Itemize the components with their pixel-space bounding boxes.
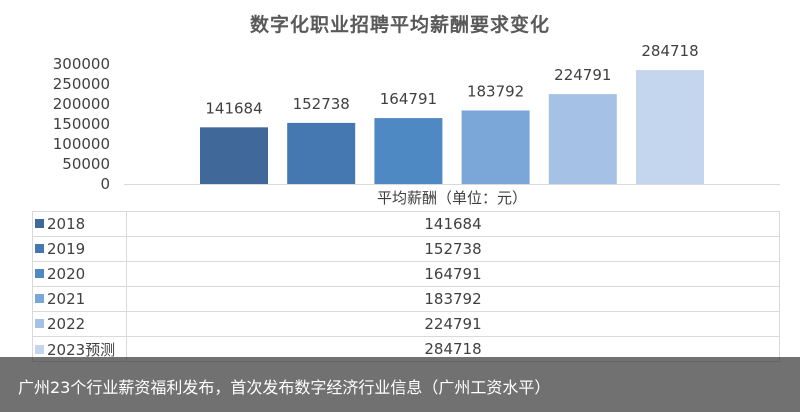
y-tick-label: 250000 (53, 75, 110, 93)
table-category-label: 2019 (47, 240, 86, 258)
y-tick-label: 100000 (53, 135, 110, 153)
table-row: 2020 164791 (32, 261, 780, 287)
table-category-label: 2018 (47, 215, 86, 233)
legend-key-icon (35, 244, 44, 253)
legend-key-icon (35, 269, 44, 278)
table-value-cell: 224791 (126, 311, 780, 337)
bar-data-label: 183792 (467, 82, 524, 100)
legend-key-icon (35, 344, 44, 354)
table-row: 2021 183792 (32, 286, 780, 312)
table-category-label: 2021 (47, 290, 86, 308)
bar (461, 110, 530, 184)
table-value-cell: 141684 (126, 211, 780, 237)
y-tick-label: 200000 (53, 95, 110, 113)
bar-data-label: 224791 (554, 66, 611, 84)
table-category-cell: 2022 (32, 311, 127, 337)
table-row: 2022 224791 (32, 311, 780, 337)
bar (548, 94, 617, 184)
chart-title: 数字化职业招聘平均薪酬要求变化 (249, 14, 550, 36)
legend-key-icon (35, 319, 44, 328)
data-table: 2018 141684 2019 152738 2020 164791 2021 183792… (32, 211, 780, 362)
bar-data-label: 284718 (641, 42, 698, 60)
series-name: 平均薪酬（单位：元） (376, 189, 527, 207)
caption-text: 广州23个行业薪资福利发布，首次发布数字经济行业信息（广州工资水平） (18, 378, 551, 397)
table-category-cell: 2019 (32, 236, 127, 262)
bar-data-label: 141684 (205, 99, 262, 117)
table-row: 2019 152738 (32, 236, 780, 262)
bar-data-label: 152738 (293, 95, 350, 113)
caption-bar: 广州23个行业薪资福利发布，首次发布数字经济行业信息（广州工资水平） (0, 357, 800, 412)
bar (374, 118, 443, 184)
data-labels: 141684 152738 164791 183792 224791 284718 (205, 42, 698, 117)
table-category-label: 2022 (47, 315, 86, 333)
table-category-cell: 2021 (32, 286, 127, 312)
bar (200, 127, 268, 184)
table-row: 2018 141684 (32, 211, 780, 237)
y-tick-label: 50000 (62, 155, 110, 173)
y-tick-label: 0 (100, 175, 110, 193)
legend-key-icon (35, 294, 44, 303)
bars-group (200, 70, 704, 184)
y-tick-label: 300000 (53, 55, 110, 73)
y-axis: 0 50000 100000 150000 200000 250000 300000 (53, 55, 110, 193)
table-category-label: 2020 (47, 265, 86, 283)
bar (287, 122, 356, 184)
table-value-cell: 152738 (126, 236, 780, 262)
table-category-cell: 2018 (32, 211, 127, 237)
table-value-cell: 183792 (126, 286, 780, 312)
table-category-cell: 2020 (32, 261, 127, 287)
bar (636, 70, 704, 184)
table-category-label: 2023预测 (47, 340, 116, 359)
y-tick-label: 150000 (53, 115, 110, 133)
bar-data-label: 164791 (380, 90, 437, 108)
legend-key-icon (35, 219, 44, 228)
table-value-cell: 164791 (126, 261, 780, 287)
